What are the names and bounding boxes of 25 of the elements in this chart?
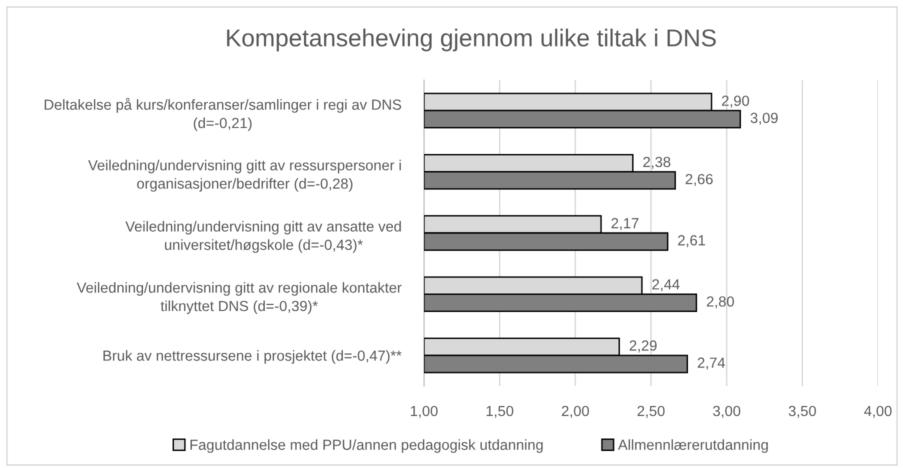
data-label: 2,80 <box>706 296 734 308</box>
x-tick-label: 2,50 <box>638 406 665 418</box>
x-tick-label: 4,00 <box>864 406 892 418</box>
chart-title: Kompetanseheving gjennom ulike tiltak i DNS <box>227 28 716 52</box>
y-tick-label: Veiledning/undervisning gitt av regionale kontakter tilknyttet DNS (d=-0,39)* <box>76 282 402 314</box>
x-tick-label: 3,00 <box>713 406 740 418</box>
data-label: 3,09 <box>750 112 778 125</box>
legend-label: Allmennlærerutdanning <box>618 439 768 453</box>
data-label: 2,44 <box>652 279 680 292</box>
data-label: 2,29 <box>630 340 657 352</box>
y-tick-label: Veiledning/undervisning gitt av ansatte ved universitet/høgskole (d=-0,43)* <box>125 220 401 253</box>
legend-label: Fagutdannelse med PPU/annen pedagogisk utdanning <box>190 439 543 453</box>
x-tick-label: 2,00 <box>562 406 589 418</box>
x-tick-label: 3,50 <box>788 406 816 418</box>
data-label: 2,17 <box>612 218 638 230</box>
data-label: 2,61 <box>678 235 706 248</box>
x-tick-label: 1,50 <box>486 406 514 418</box>
y-tick-label: Bruk av nettressursene i prosjektet (d=-0,47)** <box>103 350 402 364</box>
data-label: 2,74 <box>698 358 725 370</box>
data-label: 2,90 <box>722 96 750 108</box>
y-tick-label: Deltakelse på kurs/konferanser/samlinger i regi av DNS (d=-0,21) <box>44 98 402 132</box>
data-label: 2,38 <box>643 156 670 169</box>
x-tick-label: 1,00 <box>410 406 438 418</box>
y-tick-label: Veiledning/undervisning gitt av ressurspersoner i organisasjoner/bedrifter (d=-0,28) <box>88 160 401 192</box>
data-label: 2,66 <box>686 174 713 186</box>
